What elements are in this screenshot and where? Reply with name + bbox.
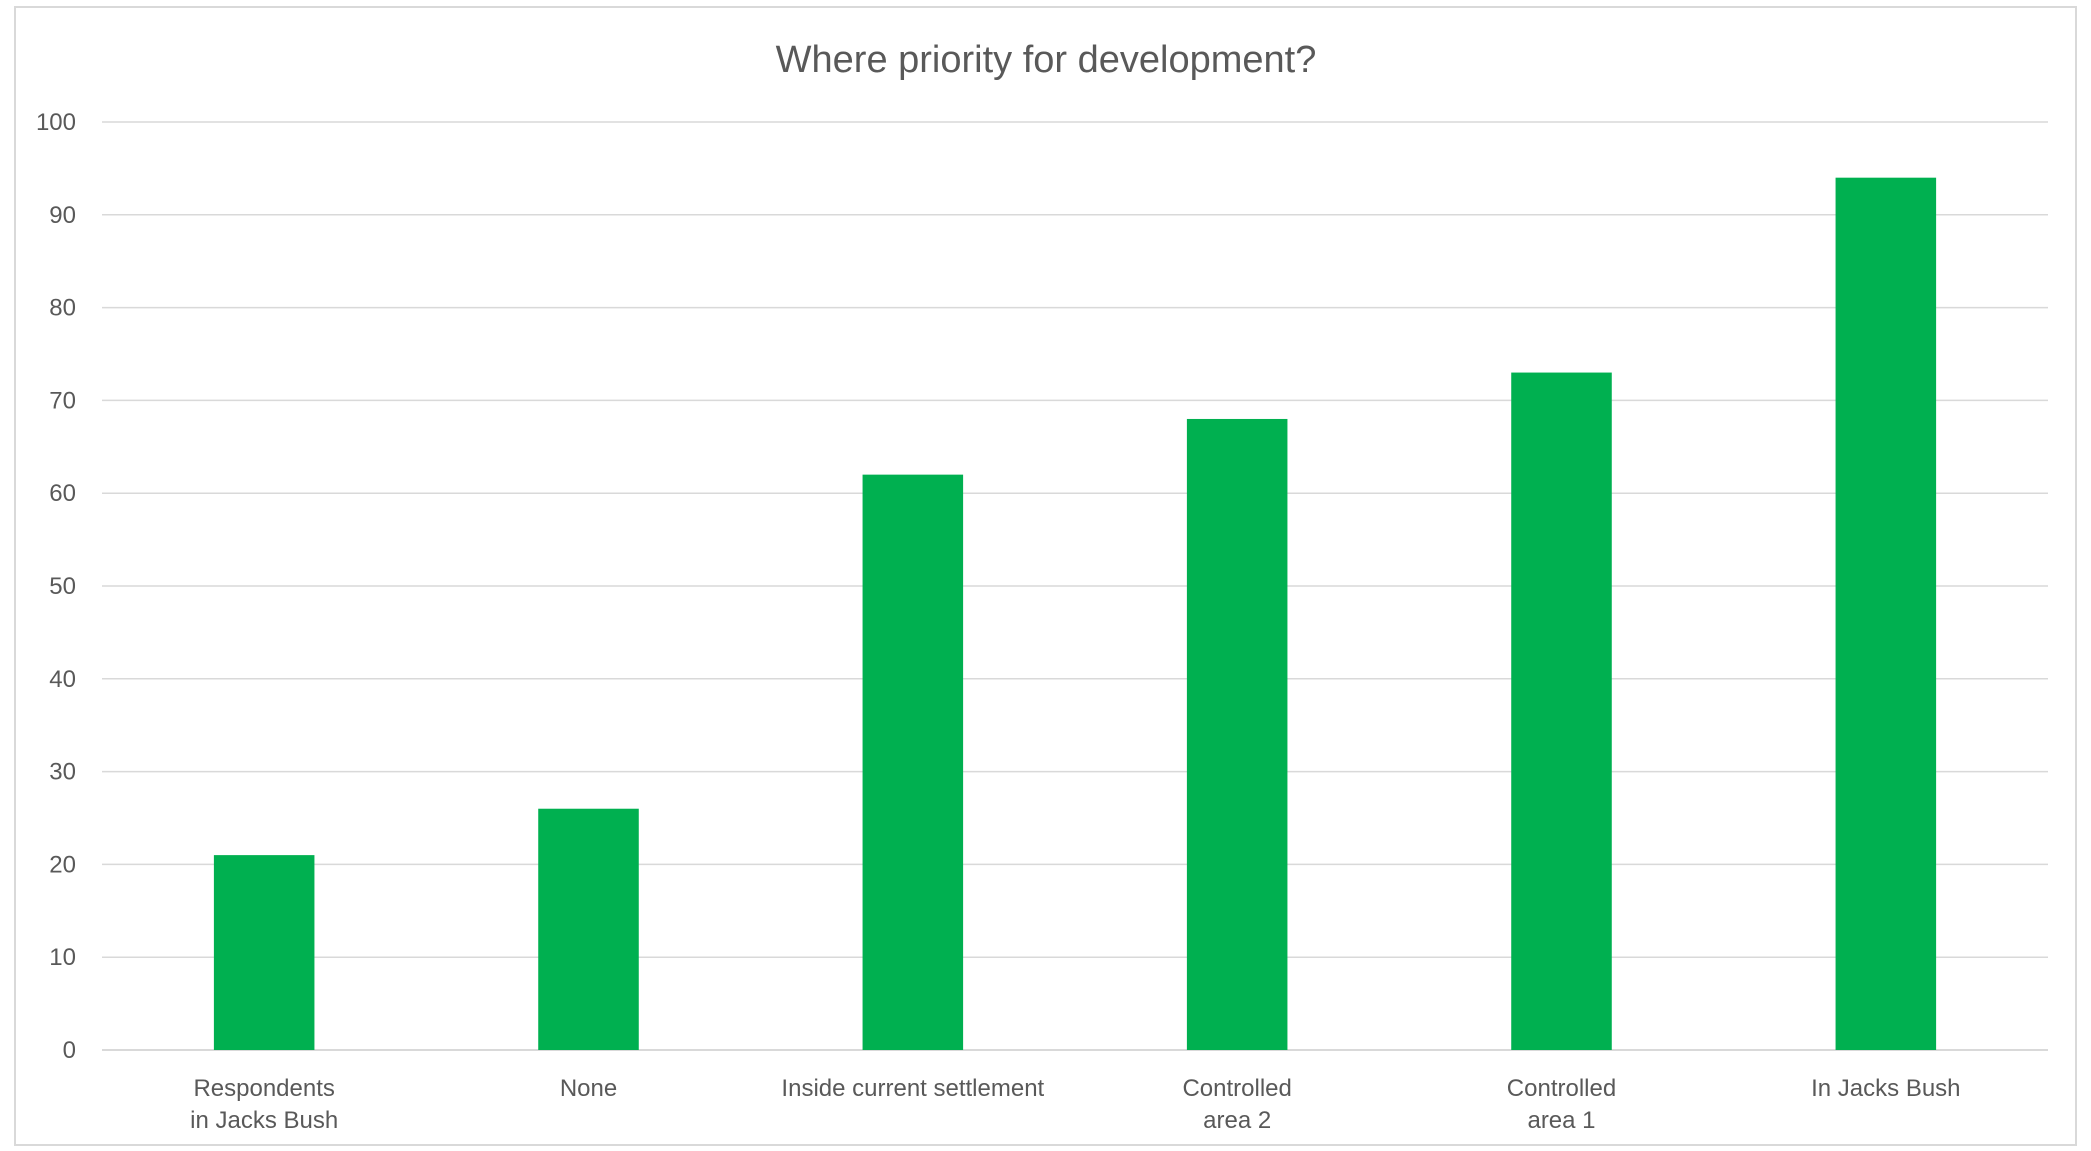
bars — [213, 177, 1937, 1051]
chart-title: Where priority for development? — [776, 39, 1317, 81]
y-tick-label: 50 — [49, 573, 76, 600]
y-tick-label: 40 — [49, 666, 76, 693]
y-tick-label: 90 — [49, 202, 76, 229]
bar — [538, 808, 639, 1050]
y-tick-label: 100 — [36, 109, 76, 136]
y-tick-label: 10 — [49, 944, 76, 971]
bar — [1835, 177, 1937, 1050]
x-tick-label: Inside current settlement — [781, 1075, 1044, 1102]
x-tick-label: None — [560, 1075, 617, 1102]
x-tick-label: Controlled area 2 — [1182, 1075, 1291, 1134]
bar — [213, 855, 315, 1050]
gridlines — [102, 121, 2048, 1051]
y-axis-tick-labels: 0 10 20 30 40 50 60 70 80 90 100 — [36, 109, 76, 1064]
bar — [1186, 418, 1288, 1051]
y-tick-label: 0 — [63, 1037, 76, 1064]
y-tick-label: 70 — [49, 387, 76, 414]
x-tick-label: Respondents in Jacks Bush — [190, 1075, 338, 1134]
chart-frame — [14, 6, 2077, 1146]
x-axis-tick-labels: Respondents in Jacks Bush None Inside curre… — [190, 1075, 1960, 1134]
x-tick-label: In Jacks Bush — [1811, 1075, 1960, 1102]
y-tick-label: 30 — [49, 759, 76, 786]
x-tick-label: Controlled area 1 — [1507, 1075, 1616, 1134]
bar — [1511, 372, 1612, 1050]
y-tick-label: 80 — [49, 295, 76, 322]
y-tick-label: 60 — [49, 480, 76, 507]
y-tick-label: 20 — [49, 851, 76, 878]
bar — [862, 474, 964, 1050]
